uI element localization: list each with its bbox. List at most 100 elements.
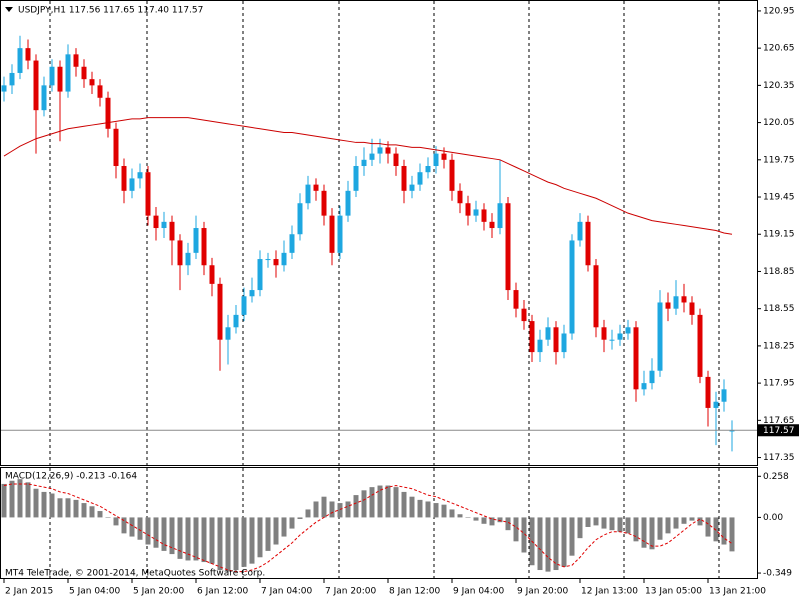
candle-body [729, 430, 735, 432]
macd-bar [537, 517, 543, 571]
macd-bar [89, 506, 95, 518]
macd-bar [457, 514, 463, 518]
macd-bar [545, 517, 551, 572]
last-price-label: 117.57 [763, 426, 795, 436]
macd-bar [441, 504, 447, 518]
chart-title: USDJPY,H1 117.56 117.65 117.40 117.57 [18, 6, 203, 16]
macd-bar [241, 517, 247, 567]
macd-bar [1, 483, 7, 518]
x-tick-label: 5 Jan 04:00 [69, 587, 121, 597]
candle-body [169, 221, 175, 241]
y-tick-label: 120.35 [763, 81, 795, 91]
candle-body [265, 259, 271, 261]
macd-bar [353, 495, 359, 518]
candle-body [289, 234, 295, 253]
candle-body [521, 308, 527, 322]
macd-bar [185, 517, 191, 561]
candle-body [129, 178, 135, 191]
footer: MT4 TeleTrade, © 2001-2014, MetaQuotes S… [5, 569, 265, 579]
macd-bar [625, 517, 631, 534]
x-tick-label: 8 Jan 12:00 [389, 587, 441, 597]
candle-body [145, 172, 151, 216]
candle-body [585, 221, 591, 266]
candle-body [497, 203, 503, 229]
candle-body [577, 221, 583, 241]
macd-bar [649, 517, 655, 550]
macd-bar [57, 498, 63, 518]
candle-body [609, 339, 615, 341]
macd-bar [569, 517, 575, 556]
macd-bar [393, 487, 399, 518]
macd-bar [305, 509, 311, 518]
macd-bar [321, 496, 327, 518]
y-tick-label: 118.55 [763, 304, 795, 314]
candle-body [161, 221, 167, 229]
macd-bar [609, 517, 615, 531]
macd-bar [361, 490, 367, 518]
candle-body [553, 327, 559, 353]
candle-body [529, 321, 535, 353]
macd-bar [249, 517, 255, 564]
candle-body [305, 184, 311, 204]
macd-bar [273, 517, 279, 545]
candle-body [201, 228, 207, 266]
macd-bar [105, 517, 111, 518]
macd-bar [345, 501, 351, 518]
candle-body [417, 172, 423, 185]
candle-body [545, 327, 551, 340]
candle-body [665, 302, 671, 309]
macd-bar [145, 517, 151, 545]
macd-bar [17, 479, 23, 518]
candle-body [97, 85, 103, 98]
candle-body [137, 172, 143, 179]
x-tick-label: 2 Jan 2015 [5, 587, 53, 597]
candle-body [569, 240, 575, 334]
x-tick-label: 9 Jan 20:00 [517, 587, 569, 597]
macd-bar [497, 517, 503, 523]
candle-body [209, 265, 215, 284]
macd-title: MACD(12,26,9) -0.213 -0.164 [5, 472, 137, 482]
candle-body [49, 66, 55, 86]
candle-body [353, 166, 359, 191]
macd-bar [561, 517, 567, 567]
candle-body [329, 215, 335, 253]
candle-body [121, 166, 127, 191]
candle-body [361, 159, 367, 167]
macd-bar [193, 517, 199, 561]
macd-bar [137, 517, 143, 540]
candle-body [473, 209, 479, 216]
macd-bar [417, 499, 423, 518]
candle-body [241, 296, 247, 315]
x-tick-label: 7 Jan 20:00 [325, 587, 377, 597]
macd-bar [425, 501, 431, 518]
candle-body [113, 128, 119, 167]
candle-body [593, 265, 599, 328]
macd-bar [473, 517, 479, 521]
macd-bar [297, 517, 303, 520]
macd-bar [409, 496, 415, 518]
x-tick-label: 12 Jan 13:00 [581, 587, 638, 597]
candle-body [217, 283, 223, 340]
candle-body [25, 48, 31, 61]
candle-body [505, 203, 511, 291]
candle-body [33, 60, 39, 111]
macd-bar [401, 491, 407, 518]
candle-body [73, 54, 79, 67]
candle-body [657, 302, 663, 371]
candle-body [457, 190, 463, 204]
candle-body [65, 54, 71, 92]
macd-bar [633, 517, 639, 542]
macd-bar [129, 517, 135, 537]
macd-bar [553, 517, 559, 571]
candle-body [345, 190, 351, 216]
candle-body [193, 228, 199, 253]
candle-body [465, 203, 471, 216]
candle-body [721, 389, 727, 402]
candle-body [1, 85, 7, 92]
candle-body [177, 240, 183, 266]
candle-body [681, 296, 687, 303]
candle-body [489, 221, 495, 229]
candle-body [689, 302, 695, 315]
